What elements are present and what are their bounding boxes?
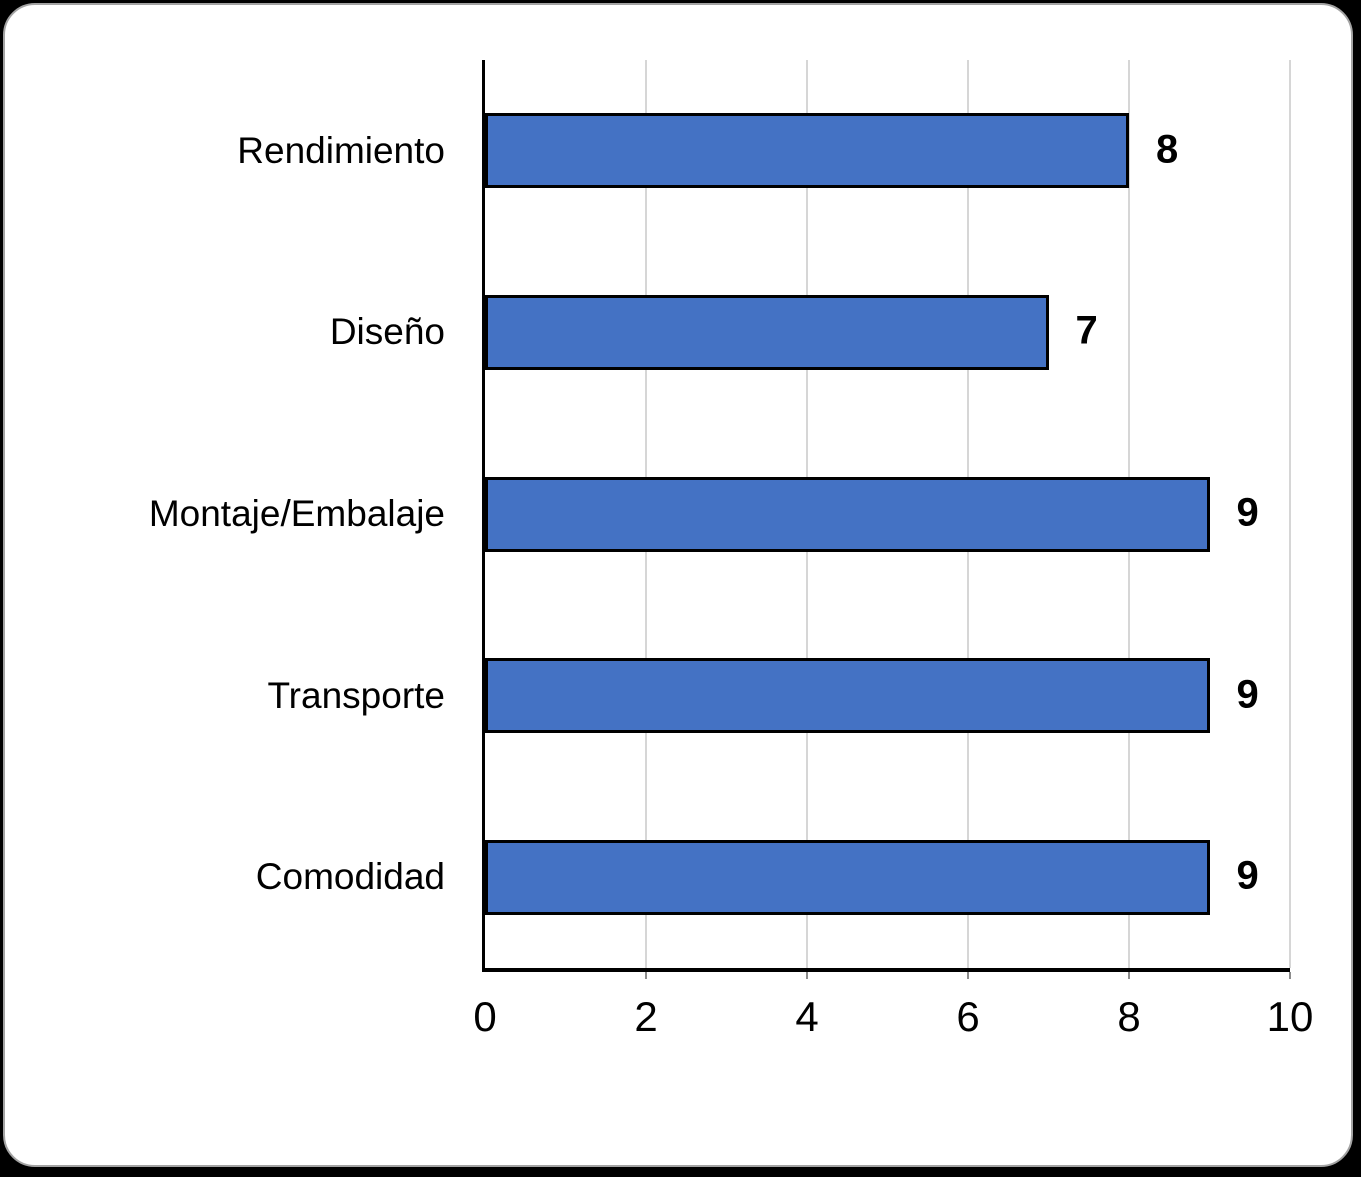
category-axis: Rendimiento Diseño Montaje/Embalaje Transpo… <box>5 60 445 968</box>
gridline <box>1289 60 1291 968</box>
bar-value-label: 9 <box>1236 490 1259 535</box>
axis-tick <box>1128 972 1130 979</box>
plot-area: 8 7 9 9 9 <box>482 60 1291 979</box>
bar-value-label: 8 <box>1156 127 1179 172</box>
x-tick-label: 8 <box>1117 993 1141 1040</box>
axis-tick <box>967 972 969 979</box>
bar-dise-o <box>485 294 1049 370</box>
x-tick-label: 0 <box>473 993 497 1040</box>
axis-tick <box>806 972 808 979</box>
category-label: Rendimiento <box>237 129 445 171</box>
x-tick-label: 2 <box>634 993 658 1040</box>
category-label: Diseño <box>329 311 445 353</box>
category-label: Montaje/Embalaje <box>148 492 445 534</box>
axis-tick <box>645 972 647 979</box>
bar-comodidad <box>485 839 1210 915</box>
chart-card: Rendimiento Diseño Montaje/Embalaje Transpo… <box>3 3 1353 1167</box>
axis-tick <box>1289 972 1291 979</box>
bar-rendimiento <box>485 113 1129 189</box>
bar-value-label: 7 <box>1075 308 1098 353</box>
bar-transporte <box>485 658 1210 734</box>
category-label: Comodidad <box>255 856 445 898</box>
x-axis-labels: 0 2 4 6 8 10 <box>473 993 1313 1053</box>
category-label: Transporte <box>267 674 445 716</box>
x-tick-label: 6 <box>956 993 980 1040</box>
bar-value-label: 9 <box>1236 853 1259 898</box>
bar-value-label: 9 <box>1236 672 1259 717</box>
bar-montaje-embalaje <box>485 476 1210 552</box>
x-tick-label: 4 <box>795 993 819 1040</box>
x-tick-label: 10 <box>1266 993 1314 1040</box>
